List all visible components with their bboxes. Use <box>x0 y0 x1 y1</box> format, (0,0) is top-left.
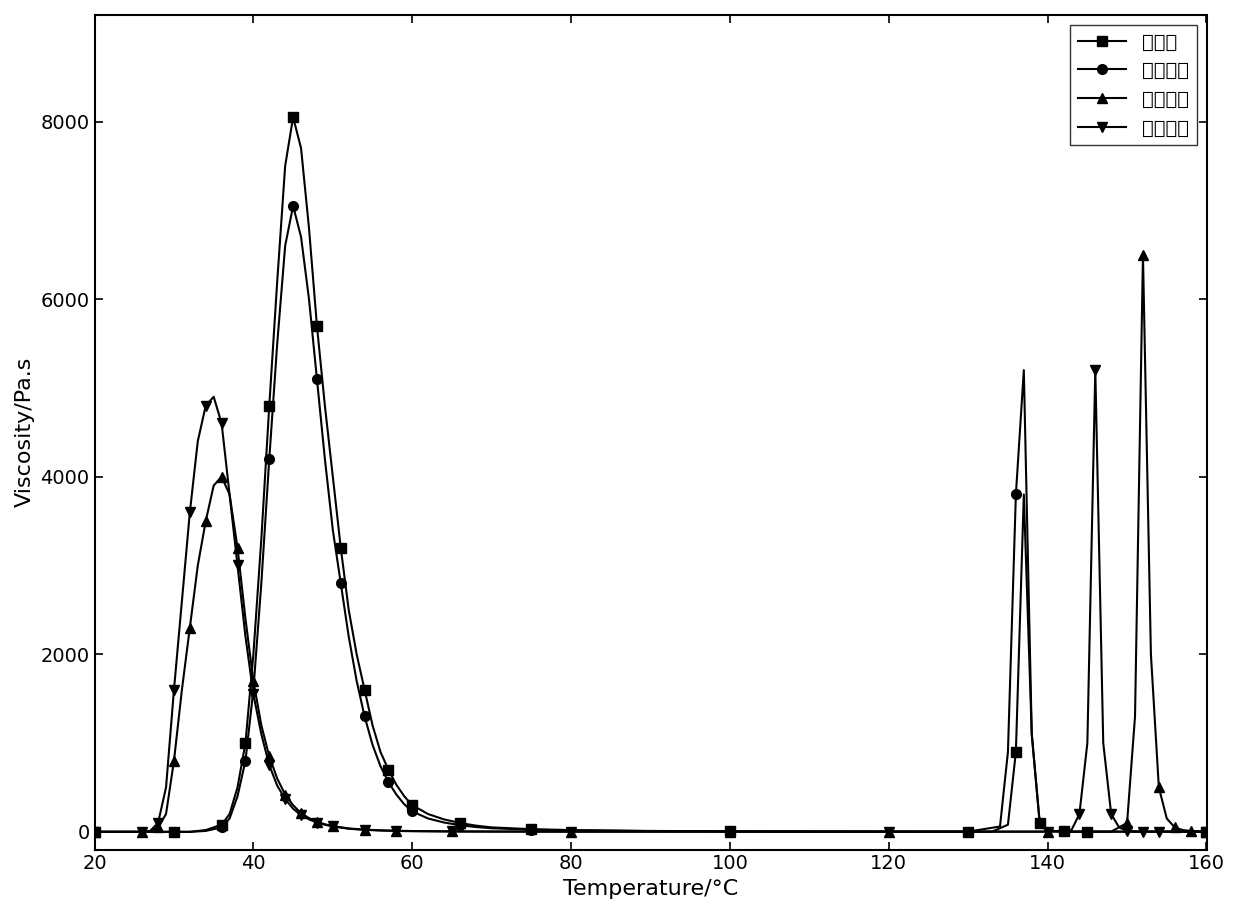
实施例二 <box>1159 813 1174 824</box>
实施例一 <box>1199 826 1214 837</box>
实施例二 <box>404 825 419 836</box>
对比例 <box>723 826 738 837</box>
Legend: 对比例, 实施例一, 实施例二, 实施例三: 对比例, 实施例一, 实施例二, 实施例三 <box>1070 25 1197 145</box>
实施例二 <box>1040 826 1055 837</box>
实施例一 <box>87 826 102 837</box>
实施例三 <box>278 793 293 804</box>
实施例一 <box>1040 824 1055 835</box>
实施例二 <box>389 825 404 836</box>
对比例 <box>1120 826 1135 837</box>
对比例 <box>1040 824 1055 835</box>
实施例二 <box>1199 826 1214 837</box>
实施例三 <box>198 400 213 411</box>
对比例 <box>1199 826 1214 837</box>
Line: 实施例二: 实施例二 <box>89 250 1211 836</box>
实施例三 <box>1199 826 1214 837</box>
实施例一 <box>723 826 738 837</box>
Line: 实施例一: 实施例一 <box>89 201 1211 836</box>
实施例二 <box>1136 250 1151 260</box>
实施例三 <box>1159 826 1174 837</box>
实施例一 <box>270 338 285 349</box>
对比例 <box>270 276 285 287</box>
对比例 <box>285 112 300 122</box>
实施例三 <box>87 826 102 837</box>
实施例一 <box>278 240 293 251</box>
实施例一 <box>285 200 300 211</box>
实施例三 <box>222 489 237 500</box>
Line: 对比例: 对比例 <box>89 112 1211 836</box>
实施例二 <box>485 826 500 837</box>
实施例二 <box>231 542 246 553</box>
对比例 <box>87 826 102 837</box>
实施例三 <box>166 685 181 696</box>
实施例三 <box>1127 826 1142 837</box>
Line: 实施例三: 实施例三 <box>89 366 1211 836</box>
实施例三 <box>1087 365 1102 376</box>
对比例 <box>278 161 293 172</box>
对比例 <box>985 826 999 837</box>
实施例二 <box>87 826 102 837</box>
实施例一 <box>1120 826 1135 837</box>
X-axis label: Temperature/°C: Temperature/°C <box>563 879 738 899</box>
实施例一 <box>992 821 1007 832</box>
Y-axis label: Viscosity/Pa.s: Viscosity/Pa.s <box>15 357 35 507</box>
